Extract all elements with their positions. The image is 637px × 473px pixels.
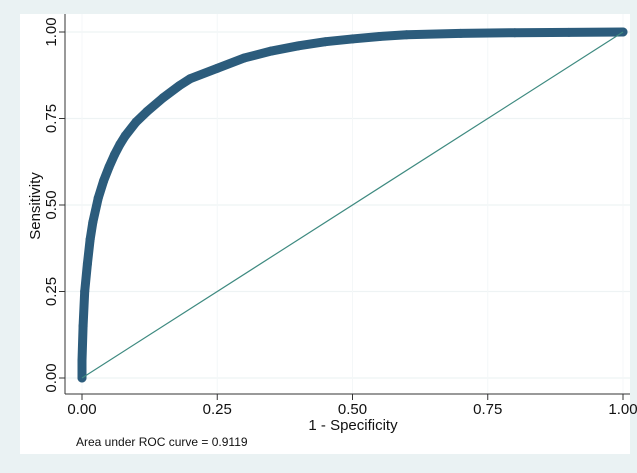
roc-curve-point [99,176,109,186]
x-tick-label: 0.00 [67,401,96,418]
y-tick-label: 0.75 [43,104,60,133]
x-tick-label: 0.50 [338,401,367,418]
auc-note: Area under ROC curve = 0.9119 [76,435,248,449]
roc-curve-point [115,139,125,149]
roc-curve-point [142,107,152,117]
roc-curve-point [131,117,141,127]
y-tick-label: 0.50 [43,190,60,219]
y-tick-label: 0.25 [43,277,60,306]
roc-curve-point [212,63,222,73]
roc-curve-point [564,27,574,37]
y-axis-title: Sensitivity [27,172,44,240]
roc-curve-point [456,28,466,38]
roc-curve-point [120,131,130,141]
y-tick-label: 0.00 [43,363,60,392]
roc-curve-point [402,30,412,40]
reference-diagonal-line [81,31,624,379]
plot-area [65,14,630,394]
tick-labels: 0.00 0.25 0.50 0.75 1.00 0.00 0.25 0.50 0.75 1.00 [43,17,637,418]
x-axis-title: 1 - Specificity [308,417,398,434]
roc-curve-point [320,37,330,47]
roc-curve-point [510,28,520,38]
roc-curve-point [93,193,103,203]
roc-curve-point [239,53,249,63]
series-layer [77,27,628,383]
roc-curve-point [77,356,87,366]
roc-curve-point [266,46,276,56]
x-tick-label: 1.00 [608,401,637,418]
x-tick-label: 0.25 [203,401,232,418]
roc-curve-point [618,27,628,37]
roc-curve-point [174,81,184,91]
gridlines [65,14,630,394]
roc-curve-point [88,217,98,227]
axes [59,14,630,400]
roc-curve-point [82,259,92,269]
roc-curve-point [158,93,168,103]
roc-curve-point [85,235,95,245]
roc-curve-point [348,34,357,44]
roc-curve-point [185,74,195,84]
roc-curve-point [109,150,119,160]
x-tick-label: 0.75 [473,401,502,418]
roc-curve-point [104,162,114,172]
roc-curve-point [78,321,88,331]
roc-curve-point [375,31,385,41]
y-tick-label: 1.00 [43,17,60,46]
roc-curve-point [293,41,303,51]
roc-curve-point [80,287,90,296]
